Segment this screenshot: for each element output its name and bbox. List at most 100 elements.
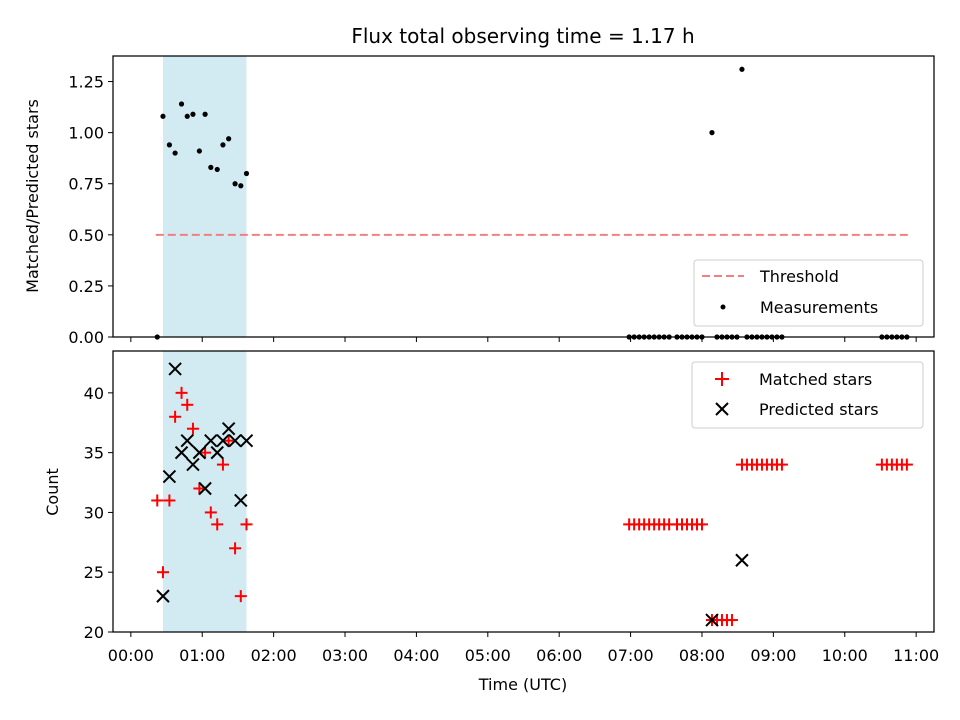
measurement-point [208, 164, 214, 170]
matched-star-marker [186, 422, 199, 435]
top-legend-box [693, 259, 924, 327]
matched-star-marker [222, 434, 235, 447]
predicted-star-marker [192, 445, 207, 460]
measurement-point [184, 113, 190, 119]
measurement-point [178, 101, 185, 107]
bottom-y-tick-label: 25 [84, 563, 104, 582]
x-tick-label: 01:00 [179, 646, 225, 665]
x-tick-label: 06:00 [536, 646, 582, 665]
top-ticks: 0.00 0.25 0.50 0.75 1.00 1.25 [68, 73, 917, 347]
bottom-y-tick-label: 40 [84, 384, 104, 403]
matched-star-marker [240, 518, 253, 531]
x-tick-label: 05:00 [465, 646, 511, 665]
legend-predicted-label: Predicted stars [759, 400, 879, 419]
measurement-point [190, 111, 196, 117]
bottom-ticks: 20 25 30 35 40 00:00 01:00 02:00 03:00 04:00 05:00… [84, 384, 940, 665]
predicted-star-marker [210, 445, 224, 460]
x-tick-label: 00:00 [108, 646, 154, 665]
x-tick-label: 10:00 [822, 646, 868, 665]
measurement-point [172, 150, 178, 156]
matched-star-marker [151, 494, 164, 507]
predicted-star-marker [239, 433, 254, 448]
measurement-point [220, 142, 226, 148]
matched-star-marker [156, 566, 169, 579]
predicted-star-marker [735, 553, 749, 567]
predicted-star-marker [204, 433, 218, 448]
x-tick-label: 02:00 [251, 646, 297, 665]
measurement-point [226, 136, 232, 142]
predicted-star-marker [162, 469, 177, 484]
matched-star-marker [695, 518, 708, 531]
bottom-y-axis-label: Count [43, 468, 62, 516]
predicted-star-marker [168, 362, 182, 376]
matched-star-marker [900, 458, 913, 471]
top-shaded-span [162, 56, 247, 337]
predicted-star-marker [234, 493, 248, 508]
top-y-tick-label: 1.25 [68, 73, 104, 92]
top-y-tick-label: 0.25 [68, 277, 104, 296]
bottom-y-tick-label: 35 [84, 444, 104, 463]
x-tick-label: 03:00 [322, 646, 368, 665]
bottom-legend-box [691, 361, 924, 429]
top-y-tick-label: 0.00 [68, 328, 104, 347]
matched-star-marker [163, 494, 176, 507]
matched-star-marker [193, 482, 206, 495]
matched-star-marker [204, 506, 217, 519]
predicted-star-marker [198, 481, 212, 496]
bottom-y-tick-label: 20 [84, 623, 104, 642]
measurement-point [232, 181, 238, 187]
bottom-y-tick-label: 30 [84, 503, 104, 522]
top-axes-frame [112, 55, 935, 338]
measurement-point [196, 148, 202, 154]
bottom-legend: Matched stars Predicted stars [691, 361, 924, 429]
measurement-point [166, 142, 172, 148]
top-legend: Threshold Measurements [693, 259, 924, 327]
matched-star-marker [199, 446, 212, 459]
measurement-point [202, 111, 208, 117]
bottom-panel: 20 25 30 35 40 00:00 01:00 02:00 03:00 04:00 05:00… [43, 350, 940, 694]
matched-star-marker [234, 590, 247, 603]
matched-star-marker [175, 386, 188, 399]
bottom-shaded-span [162, 351, 247, 632]
matched-star-marker [181, 398, 194, 411]
top-y-axis-label: Matched/Predicted stars [23, 99, 42, 293]
measurement-point [238, 183, 244, 189]
x-tick-label: 11:00 [893, 646, 939, 665]
x-tick-label: 08:00 [679, 646, 725, 665]
matched-star-marker [725, 614, 738, 627]
legend-predicted-swatch [715, 402, 729, 416]
matched-star-marker [216, 458, 229, 471]
chart-title: Flux total observing time = 1.17 h [351, 24, 694, 48]
matched-stars-series [151, 386, 913, 627]
measurement-point [214, 166, 220, 173]
predicted-star-marker [186, 457, 200, 472]
measurement-point [739, 66, 745, 72]
matched-star-marker [211, 518, 224, 531]
legend-measurements-label: Measurements [760, 298, 878, 317]
predicted-star-marker [180, 433, 194, 448]
x-tick-label: 07:00 [608, 646, 654, 665]
legend-threshold-label: Threshold [759, 267, 839, 286]
predicted-star-marker [705, 613, 719, 627]
measurement-point [160, 113, 166, 119]
measurements-series [154, 66, 910, 340]
legend-matched-swatch [715, 372, 729, 386]
x-tick-label: 04:00 [393, 646, 439, 665]
bottom-axes-frame [112, 350, 935, 633]
legend-measurements-swatch [720, 304, 726, 310]
legend-matched-label: Matched stars [759, 370, 872, 389]
predicted-star-marker [156, 589, 170, 603]
x-axis-label: Time (UTC) [478, 675, 567, 694]
predicted-star-marker [216, 433, 230, 448]
top-panel: 0.00 0.25 0.50 0.75 1.00 1.25 Flux total obse… [23, 24, 935, 347]
x-tick-label: 09:00 [750, 646, 796, 665]
top-y-tick-label: 0.75 [68, 175, 104, 194]
matched-star-marker [775, 458, 788, 471]
predicted-star-marker [221, 422, 236, 436]
measurement-point [709, 130, 715, 136]
matched-star-marker [229, 542, 242, 555]
predicted-stars-series [156, 362, 749, 627]
top-y-tick-label: 1.00 [68, 124, 104, 143]
predicted-star-marker [174, 445, 189, 460]
